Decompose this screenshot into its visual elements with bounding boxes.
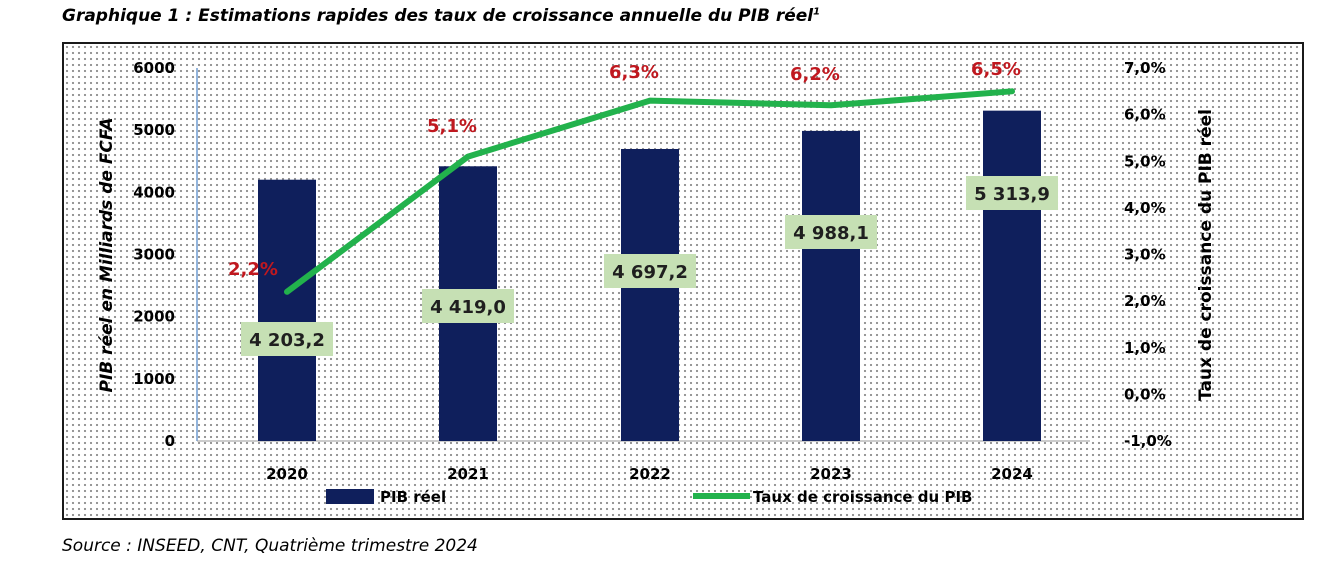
bar-value-box [604,254,696,288]
y-axis-title: PIB réel en Milliards de FCFA [97,118,117,393]
bar-value-box [966,176,1058,210]
y2-axis-title: Taux de croissance du PIB réel [1196,109,1216,401]
y-tick-label: 5000 [133,121,175,139]
bar-value-box [241,322,333,356]
legend: PIB réel Taux de croissance du PIB [326,488,972,506]
growth-line [284,88,1015,295]
growth-rate-label: 5,1% [427,116,477,137]
y2-tick-label: 5,0% [1124,152,1166,170]
y-tick-label: 3000 [133,246,175,264]
growth-rate-label: 6,3% [609,62,659,83]
y2-tick-label: 0,0% [1124,385,1166,403]
growth-line-path [284,88,1015,295]
x-tick-label: 2024 [991,465,1033,483]
source-note: Source : INSEED, CNT, Quatrième trimestr… [62,536,478,556]
bar-value-label: 4 697,2 [612,262,688,283]
growth-rate-label: 6,2% [790,64,840,85]
y2-tick-label: 2,0% [1124,292,1166,310]
y-tick-label: 0 [165,432,175,450]
legend-label-bar: PIB réel [380,488,446,506]
y-tick-label: 1000 [133,370,175,388]
y2-tick-label: 1,0% [1124,339,1166,357]
chart-title: Graphique 1 : Estimations rapides des ta… [62,6,821,26]
x-tick-label: 2021 [447,465,489,483]
bar [983,110,1041,441]
legend-swatch-bar [326,489,374,504]
y-tick-label: 6000 [133,59,175,77]
y2-tick-label: 4,0% [1124,199,1166,217]
bar [621,148,679,442]
axes: 0 1000 2000 3000 4000 5000 6000 -1,0% 0,0% 1,0% 2,… [133,59,1172,483]
y2-tick-label: -1,0% [1124,432,1172,450]
bar [802,130,860,442]
bar-value-label: 4 988,1 [793,223,869,244]
y-tick-label: 4000 [133,183,175,201]
growth-rate-label: 6,5% [971,59,1021,80]
x-tick-label: 2022 [629,465,671,483]
y2-tick-label: 7,0% [1124,59,1166,77]
y2-tick-label: 6,0% [1124,106,1166,124]
bar-value-label: 5 313,9 [974,184,1050,205]
y-tick-label: 2000 [133,308,175,326]
bar-value-label: 4 419,0 [430,297,506,318]
x-tick-label: 2023 [810,465,852,483]
bar-value-label: 4 203,2 [249,330,325,351]
bar-value-box [422,289,514,323]
data-labels: 4 203,2 4 419,0 4 697,2 4 988,1 5 313,9 2,2% 5… [228,59,1058,356]
bar [258,179,316,442]
x-tick-label: 2020 [266,465,308,483]
growth-rate-label: 2,2% [228,259,278,280]
y2-tick-label: 3,0% [1124,246,1166,264]
bar-value-box [785,215,877,249]
legend-label-line: Taux de croissance du PIB [753,488,972,506]
